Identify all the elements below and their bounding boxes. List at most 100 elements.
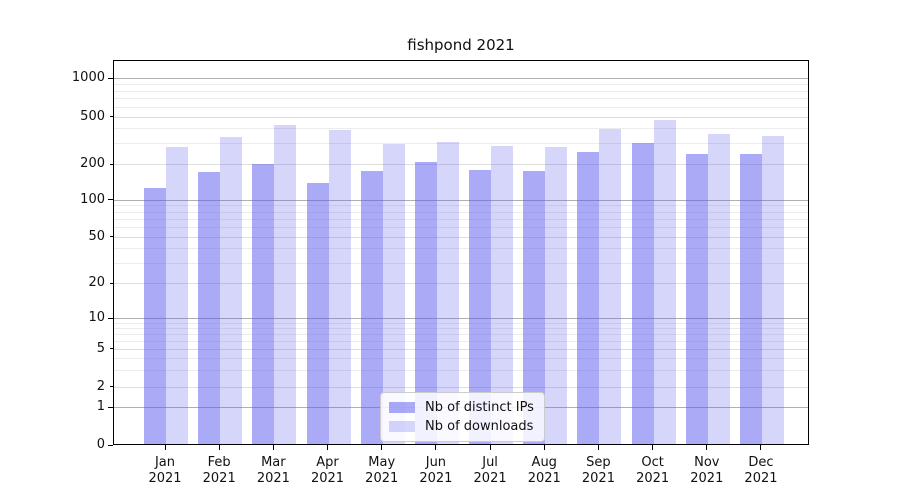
y-tick-mark-5 (110, 348, 113, 350)
y-tick-mark-100 (108, 199, 113, 201)
x-tick-year: 2021 (148, 471, 182, 486)
bar-distinct-ips-aug (523, 170, 546, 444)
gridline-3 (114, 370, 808, 371)
x-tick-month: Jun (425, 455, 447, 470)
x-tick-label-aug: Aug 2021 (512, 455, 576, 487)
x-tick-month: Sep (586, 455, 611, 470)
bar-downloads-jan (166, 146, 188, 444)
chart-title: fishpond 2021 (407, 36, 515, 54)
gridline-1000 (114, 78, 808, 80)
x-tick-year: 2021 (527, 471, 561, 486)
x-tick-mark-jun (435, 445, 437, 450)
bar-distinct-ips-dec (739, 153, 762, 444)
x-tick-year: 2021 (581, 471, 615, 486)
bar-distinct-ips-sep (577, 152, 600, 444)
x-tick-year: 2021 (744, 471, 778, 486)
x-tick-year: 2021 (636, 471, 670, 486)
bar-downloads-sep (599, 128, 622, 444)
x-tick-mark-apr (327, 445, 329, 450)
x-tick-label-sep: Sep 2021 (566, 455, 630, 487)
x-tick-year: 2021 (365, 471, 399, 486)
y-tick-label-1: 1 (96, 399, 105, 415)
x-tick-year: 2021 (202, 471, 236, 486)
x-tick-year: 2021 (419, 471, 453, 486)
x-tick-month: Jul (482, 455, 498, 470)
y-tick-label-100: 100 (80, 191, 105, 207)
bar-distinct-ips-oct (631, 143, 654, 444)
bar-downloads-mar (274, 124, 297, 444)
x-tick-month: Aug (531, 455, 557, 470)
bar-downloads-aug (545, 147, 568, 444)
x-tick-month: May (368, 455, 396, 470)
x-tick-mark-sep (597, 445, 599, 450)
x-tick-year: 2021 (310, 471, 345, 486)
x-tick-mark-feb (218, 445, 220, 450)
gridline-9 (114, 323, 808, 325)
x-tick-year: 2021 (473, 471, 507, 486)
gridline-5 (114, 348, 808, 350)
y-tick-label-2: 2 (96, 378, 105, 394)
bar-downloads-may (382, 144, 405, 444)
bar-distinct-ips-jul (469, 169, 492, 444)
bar-downloads-oct (653, 120, 676, 444)
bar-downloads-apr (328, 130, 351, 444)
y-tick-label-50: 50 (88, 228, 105, 244)
bar-downloads-feb (220, 136, 243, 444)
gridline-700 (114, 98, 808, 100)
x-tick-label-feb: Feb 2021 (187, 455, 251, 487)
x-tick-label-jun: Jun 2021 (404, 455, 468, 487)
y-tick-label-0: 0 (96, 437, 105, 452)
gridline-10 (114, 318, 808, 320)
x-tick-mark-may (381, 445, 383, 450)
bar-downloads-jul (491, 145, 514, 444)
bar-downloads-nov (707, 134, 730, 444)
y-tick-mark-20 (110, 282, 113, 284)
bar-distinct-ips-feb (198, 172, 221, 444)
gridline-40 (114, 248, 808, 250)
y-tick-label-20: 20 (88, 275, 105, 291)
y-tick-mark-0 (108, 444, 113, 446)
y-tick-mark-200 (110, 163, 113, 165)
legend-label-distinct-ips: Nb of distinct IPs (425, 400, 534, 415)
bar-downloads-dec (761, 136, 784, 444)
gridline-400 (114, 128, 808, 130)
legend-item-distinct-ips: Nb of distinct IPs (389, 398, 534, 417)
plot-area: Nb of distinct IPs Nb of downloads (113, 60, 809, 445)
x-tick-label-jul: Jul 2021 (458, 455, 522, 487)
legend-swatch-distinct-ips (389, 402, 415, 413)
gridline-200 (114, 164, 808, 166)
gridline-600 (114, 106, 808, 108)
y-tick-mark-1 (108, 406, 113, 408)
x-tick-month: Feb (207, 455, 231, 470)
y-tick-mark-50 (110, 236, 113, 238)
x-tick-mark-oct (652, 445, 654, 450)
gridline-50 (114, 236, 808, 238)
x-tick-month: Nov (694, 455, 720, 470)
gridline-30 (114, 262, 808, 264)
bar-distinct-ips-nov (685, 153, 708, 444)
x-tick-label-oct: Oct 2021 (621, 455, 685, 487)
gridline-7 (114, 334, 808, 336)
legend-item-downloads: Nb of downloads (389, 417, 534, 436)
x-tick-label-apr: Apr 2021 (296, 455, 360, 487)
y-tick-mark-1000 (108, 77, 113, 79)
x-tick-label-dec: Dec 2021 (729, 455, 793, 487)
x-tick-mark-nov (706, 445, 708, 450)
x-tick-mark-jan (164, 445, 166, 450)
gridline-90 (114, 205, 808, 207)
gridline-80 (114, 211, 808, 213)
x-tick-mark-aug (543, 445, 545, 450)
bar-distinct-ips-apr (306, 183, 329, 444)
x-tick-month: Oct (641, 455, 664, 470)
y-tick-label-1000: 1000 (71, 70, 105, 86)
x-tick-mark-dec (760, 445, 762, 450)
bar-distinct-ips-may (360, 171, 383, 444)
x-tick-label-jan: Jan 2021 (133, 455, 197, 487)
gridline-300 (114, 143, 808, 145)
x-tick-label-may: May 2021 (350, 455, 414, 487)
bar-downloads-jun (436, 142, 459, 444)
legend: Nb of distinct IPs Nb of downloads (380, 392, 545, 442)
y-tick-label-200: 200 (80, 156, 105, 172)
gridline-20 (114, 283, 808, 285)
